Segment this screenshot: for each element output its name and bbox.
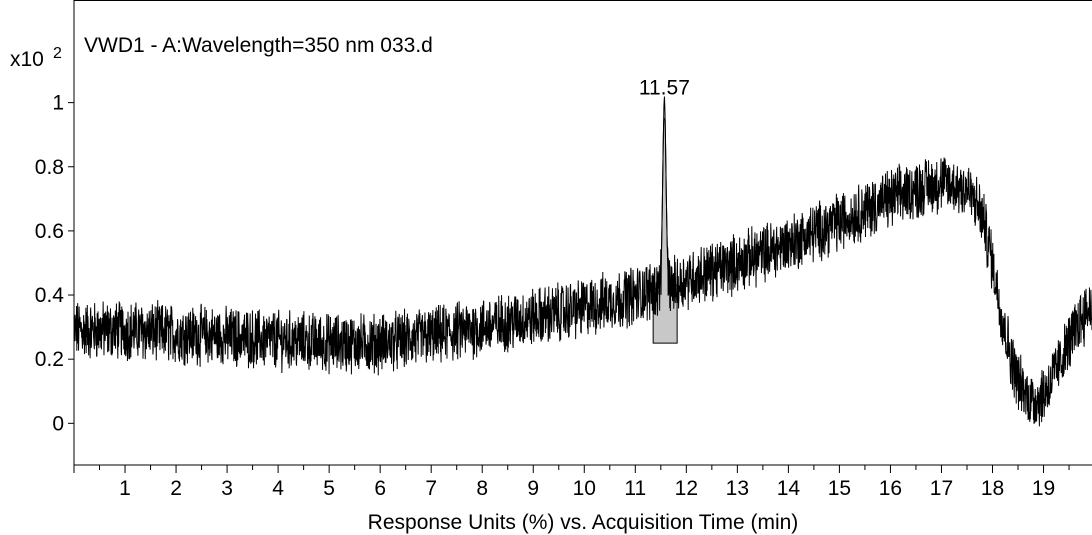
x-tick-label: 12 bbox=[675, 477, 698, 500]
x-tick-label: 1 bbox=[119, 477, 131, 500]
x-tick-label: 11 bbox=[624, 477, 646, 500]
x-tick-label: 13 bbox=[726, 477, 749, 500]
series-trace bbox=[73, 96, 1092, 427]
peak-label: 11.57 bbox=[639, 77, 690, 100]
y-tick-label: 0.4 bbox=[35, 284, 65, 307]
plot-frame bbox=[73, 0, 1092, 466]
x-tick-label: 2 bbox=[170, 477, 182, 500]
plot-area bbox=[73, 96, 1092, 427]
x-tick-label: 5 bbox=[323, 477, 335, 500]
x-axis-ticks: 1 2 3 4 5 6 7 8 9 10 11 12 13 14 15 16 17 18 19 bbox=[73, 465, 1070, 500]
x-tick-label: 14 bbox=[777, 477, 801, 500]
y-tick-label: 0.8 bbox=[35, 156, 64, 179]
x-tick-label: 10 bbox=[573, 477, 596, 500]
x-tick-label: 15 bbox=[828, 477, 851, 500]
x-axis-title: Response Units (%) vs. Acquisition Time … bbox=[368, 511, 799, 534]
y-tick-label: 0 bbox=[52, 412, 64, 435]
y-tick-label: 0.6 bbox=[35, 220, 64, 243]
x-tick-label: 18 bbox=[981, 477, 1004, 500]
x-tick-label: 19 bbox=[1032, 477, 1055, 500]
y-axis-ticks: 0 0.2 0.4 0.6 0.8 1 bbox=[35, 92, 74, 435]
y-tick-label: 0.2 bbox=[35, 348, 64, 371]
x-tick-label: 4 bbox=[272, 477, 284, 500]
x-tick-label: 16 bbox=[879, 477, 902, 500]
y-multiplier-base: x10 bbox=[10, 48, 44, 71]
x-tick-label: 7 bbox=[425, 477, 437, 500]
x-tick-label: 8 bbox=[476, 477, 488, 500]
y-tick-label: 1 bbox=[52, 92, 64, 115]
x-tick-label: 17 bbox=[930, 477, 953, 500]
x-tick-label: 9 bbox=[527, 477, 539, 500]
y-multiplier: x10 2 bbox=[10, 45, 62, 71]
chart-title: VWD1 - A:Wavelength=350 nm 033.d bbox=[84, 34, 433, 57]
x-tick-label: 6 bbox=[374, 477, 386, 500]
x-tick-label: 3 bbox=[221, 477, 233, 500]
y-multiplier-exponent: 2 bbox=[53, 45, 62, 62]
